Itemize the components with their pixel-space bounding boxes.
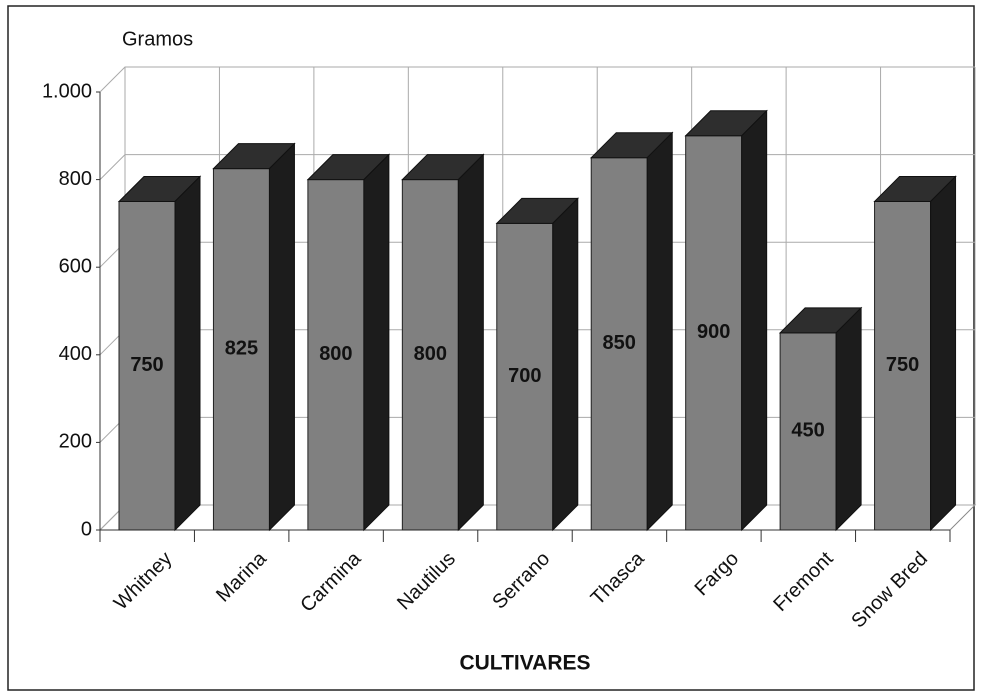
value-label: 900 bbox=[697, 321, 730, 343]
y-tick-label: 0 bbox=[81, 518, 92, 540]
bar-side bbox=[268, 142, 295, 532]
x-tick-label: Carmina bbox=[296, 547, 366, 617]
value-label: 825 bbox=[225, 338, 258, 360]
x-tick-label: Nautilus bbox=[393, 548, 460, 615]
x-tick-label: Fargo bbox=[691, 548, 744, 601]
bar bbox=[685, 135, 743, 531]
y-tick-label: 800 bbox=[59, 168, 92, 190]
bar-side bbox=[552, 197, 579, 532]
value-label: 750 bbox=[130, 354, 163, 376]
y-tick-label: 1.000 bbox=[42, 80, 92, 102]
bar bbox=[590, 157, 648, 531]
value-label: 700 bbox=[508, 365, 541, 387]
value-label: 750 bbox=[886, 354, 919, 376]
x-tick-label: Serrano bbox=[488, 548, 554, 614]
bar-side bbox=[457, 153, 484, 532]
bar-side bbox=[741, 109, 768, 532]
x-tick-label: Thasca bbox=[587, 547, 650, 610]
x-tick-label: Snow Bred bbox=[847, 548, 932, 633]
bar-side bbox=[835, 306, 862, 532]
bar bbox=[307, 179, 365, 531]
bar-side bbox=[174, 175, 201, 532]
chart-frame bbox=[7, 5, 975, 691]
y-tick-label: 200 bbox=[59, 431, 92, 453]
y-axis-label: Gramos bbox=[122, 28, 193, 50]
value-label: 800 bbox=[319, 343, 352, 365]
bar-side bbox=[646, 131, 673, 532]
y-tick-label: 400 bbox=[59, 343, 92, 365]
x-tick-label: Whitney bbox=[110, 548, 177, 615]
value-label: 850 bbox=[603, 332, 636, 354]
grid-line bbox=[99, 66, 975, 93]
bar-side bbox=[363, 153, 390, 532]
bar-side bbox=[930, 175, 957, 532]
x-tick-label: Fremont bbox=[769, 547, 838, 616]
y-tick-label: 600 bbox=[59, 255, 92, 277]
value-label: 800 bbox=[414, 343, 447, 365]
bar bbox=[496, 222, 554, 531]
value-label: 450 bbox=[791, 420, 824, 442]
bar bbox=[212, 168, 270, 531]
x-axis-label: CULTIVARES bbox=[459, 652, 590, 675]
x-tick-label: Marina bbox=[212, 547, 271, 606]
bar bbox=[779, 332, 837, 531]
